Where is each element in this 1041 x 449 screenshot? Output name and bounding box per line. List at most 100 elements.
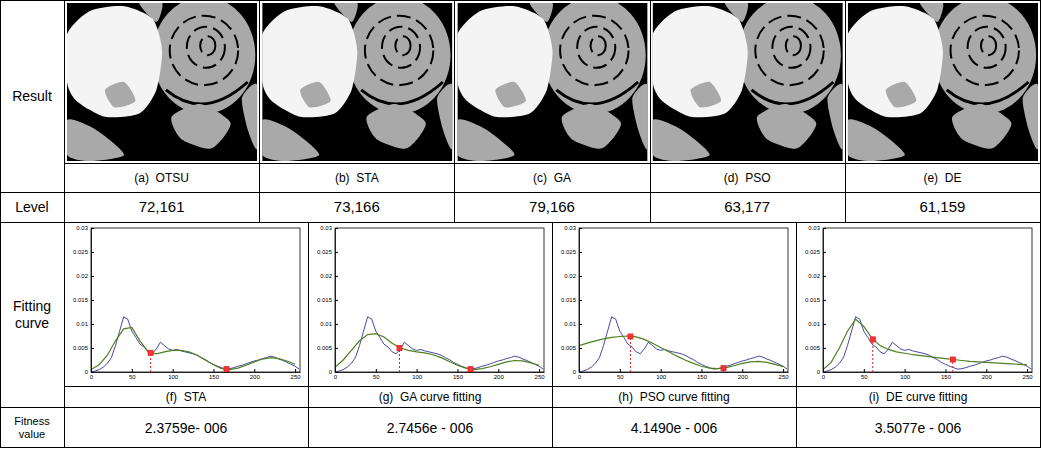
image-region: [262, 119, 319, 161]
y-tick: 0.02: [320, 273, 338, 279]
image-region: [495, 82, 526, 108]
figure: ResultLevelFittingcurveFitnessvalue(a) O…: [0, 0, 1041, 449]
image-region: [632, 84, 647, 150]
image-region: [933, 3, 1036, 114]
image-edge: [752, 82, 834, 104]
y-tick-mark: [579, 228, 582, 229]
x-tick: 250: [535, 369, 546, 380]
series-line: [823, 317, 1031, 372]
image-edge: [200, 36, 215, 55]
x-tick-mark: [132, 369, 133, 372]
x-tick-mark: [376, 369, 377, 372]
y-tick: 0.025: [561, 249, 582, 255]
image-edge: [968, 27, 1006, 68]
image-edge: [560, 16, 628, 86]
plot-data: [335, 317, 543, 372]
x-tick: 250: [1023, 369, 1034, 380]
image-region: [691, 82, 722, 108]
image-region: [738, 3, 841, 114]
x-tick-mark: [742, 369, 743, 372]
x-tick: 100: [656, 369, 667, 380]
row-labels: ResultLevelFittingcurveFitnessvalue: [12, 88, 52, 440]
x-axis-line: [92, 372, 301, 373]
table-rule: [552, 222, 553, 448]
y-tick-mark: [335, 228, 338, 229]
image-edge: [947, 82, 1029, 104]
y-tick: 0.01: [564, 321, 582, 327]
image-region: [67, 6, 162, 117]
threshold-marker: [397, 346, 402, 351]
x-tick-label: 0: [334, 374, 338, 380]
series-line: [335, 334, 539, 370]
plot-frame: [91, 228, 300, 372]
y-tick: 0: [817, 369, 826, 375]
x-tick-mark: [905, 369, 906, 372]
row-label: Fitnessvalue: [14, 415, 50, 440]
x-tick-mark: [783, 369, 784, 372]
y-tick-mark: [335, 372, 338, 373]
result-image: [67, 3, 257, 161]
y-axis: 00.0050.010.0150.020.0250.03: [317, 225, 338, 375]
chart: 05010015020025000.0050.010.0150.020.0250…: [561, 225, 789, 380]
fitness-value: 3.5077e - 006: [875, 420, 962, 436]
y-tick-mark: [579, 276, 582, 277]
plot-frame: [823, 228, 1032, 372]
y-tick-mark: [91, 324, 94, 325]
x-tick: 50: [861, 369, 868, 380]
y-tick-label: 0.02: [76, 273, 88, 279]
series-line: [335, 317, 543, 372]
y-tick-mark: [579, 252, 582, 253]
x-tick-mark: [945, 369, 946, 372]
series-line: [91, 317, 299, 372]
image-edge: [577, 27, 615, 68]
x-tick-mark: [498, 369, 499, 372]
image-region: [366, 104, 425, 149]
x-tick-label: 200: [982, 374, 993, 380]
x-tick-label: 50: [373, 374, 380, 380]
image-region: [757, 104, 816, 149]
image-region: [886, 82, 917, 108]
y-tick: 0.02: [564, 273, 582, 279]
x-tick: 250: [779, 369, 790, 380]
y-tick-label: 0.01: [320, 321, 332, 327]
row-label: Result: [12, 88, 52, 104]
y-tick-label: 0.03: [564, 225, 576, 231]
x-tick-label: 250: [291, 374, 302, 380]
row-label: Level: [15, 199, 48, 215]
image-edge: [772, 27, 810, 68]
fitness-value: 2.3759e- 006: [145, 420, 228, 436]
image-edge: [951, 16, 1019, 86]
x-tick-mark: [457, 369, 458, 372]
result-image: [848, 3, 1038, 161]
x-axis-line: [824, 372, 1033, 373]
image-edge: [981, 36, 996, 55]
x-tick: 200: [494, 369, 505, 380]
image-caption: (b) STA: [335, 171, 379, 185]
y-tick: 0: [85, 369, 94, 375]
fitness-value: 2.7456e - 006: [387, 420, 474, 436]
y-tick: 0.03: [76, 225, 94, 231]
y-tick-label: 0.015: [73, 297, 89, 303]
x-tick: 100: [168, 369, 179, 380]
x-tick-label: 100: [656, 374, 667, 380]
y-tick-mark: [579, 324, 582, 325]
y-tick: 0.015: [805, 297, 826, 303]
x-tick-label: 150: [941, 374, 952, 380]
y-tick: 0.025: [805, 249, 826, 255]
y-tick-mark: [91, 276, 94, 277]
table-rule: [308, 222, 309, 448]
table-rule: [259, 0, 260, 222]
result-image: [457, 3, 647, 161]
y-tick-mark: [91, 228, 94, 229]
y-tick: 0.005: [561, 345, 582, 351]
result-image: [262, 3, 452, 161]
x-tick-mark: [701, 369, 702, 372]
x-tick: 200: [738, 369, 749, 380]
x-tick: 200: [250, 369, 261, 380]
y-axis: 00.0050.010.0150.020.0250.03: [561, 225, 582, 375]
y-tick-label: 0.025: [805, 249, 821, 255]
x-tick-label: 100: [900, 374, 911, 380]
x-tick-label: 50: [617, 374, 624, 380]
image-region: [653, 6, 748, 117]
y-tick-label: 0: [85, 369, 89, 375]
